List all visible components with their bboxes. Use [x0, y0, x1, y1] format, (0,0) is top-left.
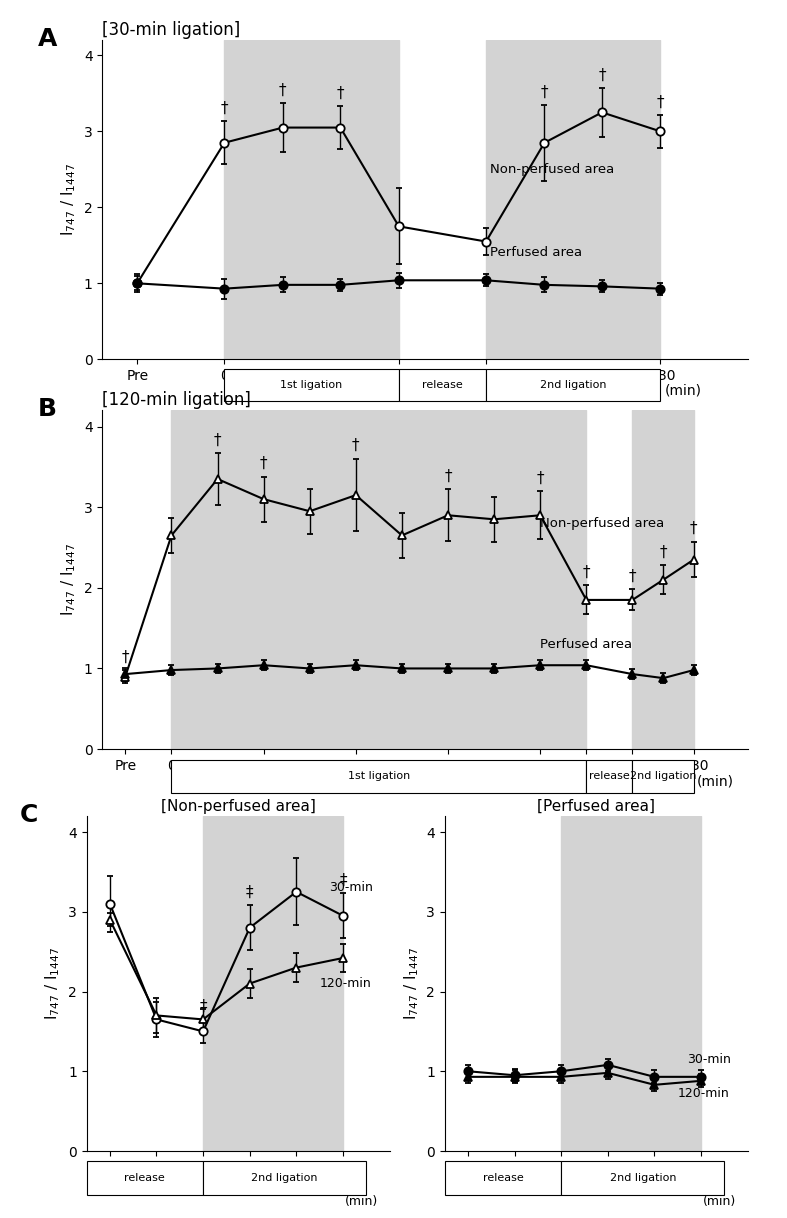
Bar: [224, 40, 399, 359]
Text: †: †: [629, 569, 636, 583]
Text: †: †: [445, 469, 452, 484]
Y-axis label: I$_{747}$ / I$_{1447}$: I$_{747}$ / I$_{1447}$: [44, 946, 62, 1021]
Text: 1st ligation: 1st ligation: [348, 771, 410, 782]
Bar: [586, 760, 633, 793]
Text: †: †: [260, 456, 268, 471]
Text: †: †: [214, 432, 221, 447]
Text: †: †: [656, 94, 664, 110]
Text: 2nd ligation: 2nd ligation: [540, 380, 607, 390]
Text: ‡: ‡: [339, 873, 347, 888]
Text: ‡: ‡: [246, 884, 253, 900]
Bar: [561, 1162, 724, 1195]
Y-axis label: I$_{747}$ / I$_{1447}$: I$_{747}$ / I$_{1447}$: [60, 543, 78, 616]
Text: †: †: [537, 470, 544, 486]
Text: 30-min: 30-min: [329, 882, 373, 894]
Text: C: C: [20, 803, 39, 827]
Text: 120-min: 120-min: [320, 977, 371, 990]
Text: 1st ligation: 1st ligation: [280, 380, 342, 390]
Title: [Perfused area]: [Perfused area]: [538, 799, 655, 814]
Bar: [399, 369, 486, 401]
Text: B: B: [38, 397, 57, 421]
Text: A: A: [38, 28, 57, 51]
Text: Non-perfused area: Non-perfused area: [540, 516, 664, 530]
Bar: [486, 369, 660, 401]
Text: †: †: [122, 649, 129, 665]
Bar: [633, 760, 693, 793]
Text: 30-min: 30-min: [687, 1052, 731, 1066]
Text: 2nd ligation: 2nd ligation: [609, 1173, 676, 1183]
Text: †: †: [279, 83, 286, 97]
Bar: [224, 369, 399, 401]
Bar: [561, 816, 701, 1151]
Text: †: †: [598, 68, 606, 83]
Text: †: †: [582, 565, 590, 580]
Text: (min): (min): [697, 775, 734, 789]
Text: ‡: ‡: [199, 999, 207, 1013]
Text: †: †: [337, 86, 344, 101]
Bar: [172, 760, 586, 793]
Text: [30-min ligation]: [30-min ligation]: [102, 21, 241, 39]
Text: 2nd ligation: 2nd ligation: [630, 771, 696, 782]
Text: release: release: [422, 380, 463, 390]
Text: release: release: [482, 1173, 523, 1183]
Text: Non-perfused area: Non-perfused area: [490, 163, 615, 175]
Text: 120-min: 120-min: [678, 1088, 730, 1100]
Y-axis label: I$_{747}$ / I$_{1447}$: I$_{747}$ / I$_{1447}$: [402, 946, 420, 1021]
Text: [120-min ligation]: [120-min ligation]: [102, 391, 251, 409]
Bar: [633, 410, 693, 749]
Bar: [203, 1162, 366, 1195]
Bar: [203, 816, 343, 1151]
Bar: [486, 40, 660, 359]
Text: †: †: [660, 544, 667, 559]
Bar: [172, 410, 586, 749]
Text: release: release: [589, 771, 630, 782]
Text: †: †: [220, 101, 228, 116]
Y-axis label: I$_{747}$ / I$_{1447}$: I$_{747}$ / I$_{1447}$: [60, 163, 78, 236]
Bar: [445, 1162, 561, 1195]
Text: 2nd ligation: 2nd ligation: [251, 1173, 318, 1183]
Title: [Non-perfused area]: [Non-perfused area]: [161, 799, 316, 814]
Text: †: †: [690, 521, 697, 536]
Text: release: release: [124, 1173, 165, 1183]
Text: Perfused area: Perfused area: [490, 246, 582, 259]
Bar: [87, 1162, 203, 1195]
Text: †: †: [352, 438, 360, 453]
Text: Perfused area: Perfused area: [540, 638, 632, 650]
Text: (min): (min): [665, 384, 702, 397]
Text: (min): (min): [704, 1195, 737, 1208]
Text: †: †: [541, 84, 549, 100]
Text: (min): (min): [345, 1195, 379, 1208]
